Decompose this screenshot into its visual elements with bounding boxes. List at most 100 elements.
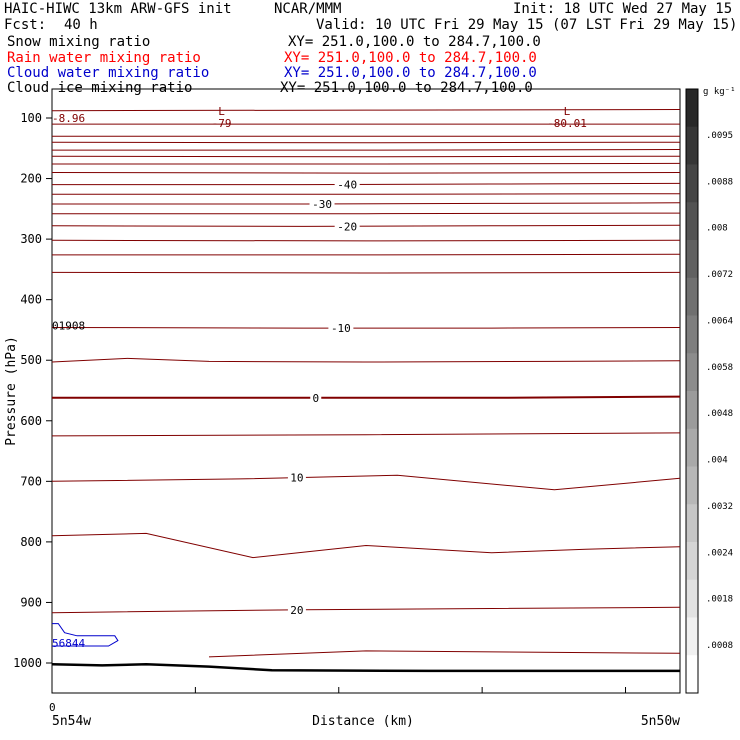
y-tick-label: 600 [20,414,42,428]
y-tick-label: 800 [20,535,42,549]
y-tick-label: 1000 [13,656,42,670]
colorbar-label: .0032 [706,502,733,512]
contour-line [52,162,681,165]
contour-line [52,212,681,215]
isotherm-label-bg [309,197,335,210]
colorbar-label: .0058 [706,363,733,373]
colorbar-swatch [686,617,698,656]
colorbar-label: .0024 [706,548,733,558]
isotherm-label: -30 [312,198,332,211]
field-name-snow: Snow mixing ratio [7,34,151,50]
x-axis [194,687,627,693]
isotherm-label-bg [310,391,322,404]
colorbar-swatch [686,277,698,316]
isotherm-line [51,606,681,614]
isotherm-label: -20 [337,220,357,233]
plot-frame [51,88,681,694]
colorbar-swatch [686,164,698,203]
isotherm-label-bg [334,220,360,233]
low-value: -80.01 [547,117,587,130]
contour-line [52,193,681,195]
contour-line [52,149,681,151]
colorbar-swatch [686,202,698,241]
colorbar-label: .0018 [706,595,733,605]
low-symbol: L [218,105,225,118]
contour-line [208,650,681,658]
contour-line [52,253,681,256]
colorbar-swatch [686,126,698,165]
colorbar-label: .004 [706,456,728,466]
y-tick-label: 100 [20,111,42,125]
colorbar-swatch [686,466,698,505]
model-title: HAIC-HIWC 13km ARW-GFS init [4,1,232,17]
colorbar: .0095 .0088 .008 .0072 .0064 .0058 .0048 .004 .0… [685,88,733,694]
field-xy-cloud-water: XY= 251.0,100.0 to 284.7,100.0 [284,65,537,81]
colorbar-label: .0088 [706,177,733,187]
colorbar-swatch [686,655,698,694]
contour-line [51,155,681,158]
y-axis-label: Pressure (hPa) [4,336,19,446]
colorbar-unit: g kg⁻¹ [703,87,736,97]
contour-line [51,172,681,174]
colorbar-swatch [686,353,698,392]
colorbar-label: .0064 [706,316,733,326]
isotherm-line [51,327,681,329]
field-xy-rain: XY= 251.0,100.0 to 284.7,100.0 [284,50,537,66]
y-tick-label: 300 [20,232,42,246]
isotherm-line [52,182,681,186]
low-symbol: L [564,105,571,118]
field-name-cloud-water: Cloud water mixing ratio [7,65,210,81]
isotherm-label: -40 [337,178,357,191]
x-axis-label: Distance (km) [312,714,414,729]
contour-layer: -40-30-20-1001020L-79L-80.01-8.960190856… [51,105,681,673]
field-name-cloud-ice: Cloud ice mixing ratio [7,80,193,96]
isotherm-label-bg [287,603,306,616]
colorbar-frame [685,88,699,694]
field-xy-cloud-ice: XY= 251.0,100.0 to 284.7,100.0 [280,80,533,96]
y-tick-label: 900 [20,595,42,609]
colorbar-swatch [686,89,698,128]
low-value: -79 [212,117,232,130]
isotherm-line [52,202,681,205]
y-tick-label: 400 [20,293,42,307]
isotherm-line [51,474,681,491]
x-origin-label: 0 [49,701,56,714]
colorbar-swatch [686,315,698,354]
isotherm-label-bg [328,322,354,335]
cloud-water-contour [52,623,119,647]
y-tick-label: 500 [20,353,42,367]
contour-line [51,532,681,559]
colorbar-swatch [686,240,698,279]
fcst-label: Fcst: [4,17,47,33]
colorbar-swatch [686,504,698,543]
contour-line [51,271,681,274]
y-axis: 100 200 300 400 500 600 700 800 900 1000 [13,111,52,670]
contour-line [51,109,681,112]
org-label: NCAR/MMM [274,1,342,17]
y-tick-label: 200 [20,172,42,186]
terrain-line [51,662,680,673]
isotherm-label-bg [334,178,360,191]
contour-line [51,432,681,437]
x-start-label: 5n54w [52,714,91,729]
isotherm-label: 20 [290,604,303,617]
colorbar-label: .008 [706,224,728,234]
edge-label: 01908 [52,320,85,333]
x-end-label: 5n50w [641,714,680,729]
colorbar-label: .0048 [706,409,733,419]
fcst-value: 40 h [64,17,98,33]
isotherm-line [52,395,681,399]
colorbar-label: .0072 [706,270,733,280]
contour-line [51,239,681,242]
isotherm-label: 10 [290,472,303,485]
colorbar-swatch [686,391,698,430]
field-name-rain: Rain water mixing ratio [7,50,201,66]
colorbar-swatch [686,542,698,581]
contour-line [51,141,681,144]
init-time: Init: 18 UTC Wed 27 May 15 [513,1,733,17]
isotherm-line [51,224,681,227]
edge-label: -8.96 [52,112,85,125]
colorbar-label: .0008 [706,641,733,651]
isotherm-label-bg [287,471,306,484]
